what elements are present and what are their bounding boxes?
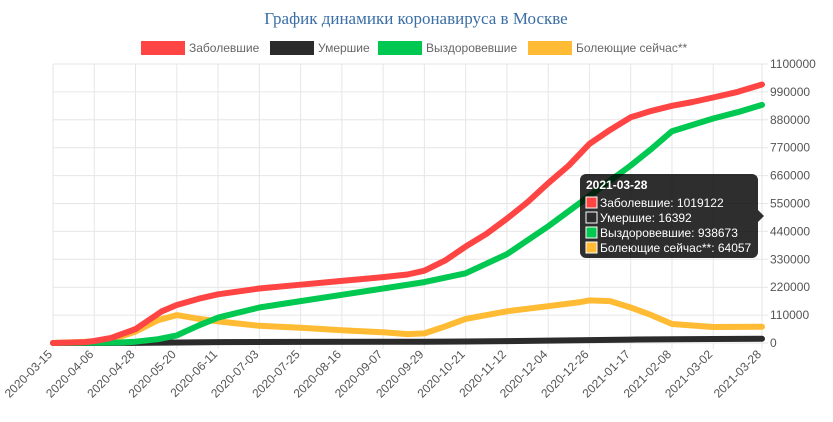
legend-swatch: [528, 41, 572, 55]
legend-swatch: [270, 41, 314, 55]
series-line-2: [50, 101, 765, 346]
y-tick-label: 440000: [770, 224, 810, 238]
legend-label[interactable]: Болеющие сейчас**: [576, 41, 688, 55]
x-tick-label: 2021-03-28: [711, 347, 765, 401]
tooltip-row: Выздоровевшие: 938673: [600, 226, 738, 240]
x-axis: 2020-03-152020-04-062020-04-282020-05-20…: [2, 347, 765, 401]
series-lines: [50, 81, 765, 346]
y-tick-label: 0: [770, 336, 777, 350]
tooltip-swatch: [585, 241, 598, 254]
series-line-3: [50, 297, 765, 346]
tooltip-swatch: [585, 211, 598, 224]
legend-swatch: [378, 41, 422, 55]
tooltip-row: Заболевшие: 1019122: [600, 196, 724, 210]
y-tick-label: 110000: [770, 308, 809, 322]
tooltip-swatch: [585, 226, 598, 239]
legend-label[interactable]: Выздоровевшие: [426, 41, 518, 55]
y-tick-label: 660000: [770, 169, 810, 183]
legend-label[interactable]: Заболевшие: [189, 41, 260, 55]
y-tick-label: 220000: [770, 280, 810, 294]
y-tick-label: 880000: [770, 113, 810, 127]
tooltip-row: Болеющие сейчас**: 64057: [600, 241, 752, 255]
legend-label[interactable]: Умершие: [318, 41, 370, 55]
chart-title: График динамики коронавируса в Москве: [264, 9, 567, 28]
y-tick-label: 330000: [770, 252, 810, 266]
tooltip-caret: [758, 210, 764, 222]
tooltip-box: [580, 174, 758, 258]
tooltip-swatch: [585, 196, 598, 209]
y-tick-label: 1100000: [770, 57, 816, 71]
y-tick-label: 550000: [770, 197, 810, 211]
legend: Заболевшие Умершие Выздоровевшие Болеющие с…: [141, 41, 688, 55]
tooltip-row: Умершие: 16392: [600, 211, 692, 225]
y-tick-label: 770000: [770, 141, 810, 155]
y-tick-label: 990000: [770, 85, 810, 99]
legend-swatch: [141, 41, 185, 55]
y-axis: 0 110000 220000 330000 440000 550000 660000 770…: [770, 57, 816, 350]
series-line-0: [50, 81, 765, 346]
tooltip-title: 2021-03-28: [586, 178, 648, 192]
series-line-1: [50, 335, 765, 346]
